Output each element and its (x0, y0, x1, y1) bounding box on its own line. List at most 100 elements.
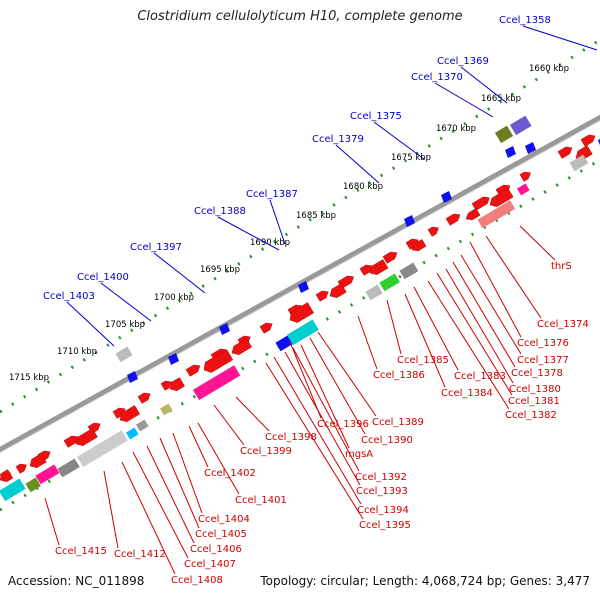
minus-strand-gene (203, 349, 234, 373)
minus-strand-gene (329, 283, 347, 298)
outer-tick-row (0, 38, 600, 414)
bottom-gene-label: Ccel_1392 (355, 472, 407, 483)
minus-strand-gene (29, 453, 47, 468)
bottom-label-leader (485, 235, 542, 319)
top-gene-label: Ccel_1369 (437, 56, 489, 67)
plus-strand-gene (471, 196, 490, 211)
top-label-leader (217, 216, 280, 251)
misc-feature-marker (127, 371, 138, 383)
label-leader-lines (44, 25, 598, 575)
feature-box (477, 200, 516, 229)
feature-box (57, 458, 80, 478)
feature-box (25, 477, 41, 493)
misc-feature-marker (441, 191, 452, 203)
bottom-gene-label: Ccel_1385 (397, 355, 449, 366)
top-gene-label: Ccel_1403 (43, 291, 95, 302)
top-label-leader (522, 25, 598, 51)
bottom-gene-label: Ccel_1384 (441, 388, 493, 399)
plus-strand-gene (427, 226, 439, 237)
bottom-gene-label: Ccel_1383 (454, 371, 506, 382)
top-gene-label: Ccel_1358 (499, 15, 551, 26)
feature-box (399, 262, 419, 280)
minus-strand-gene (411, 239, 427, 252)
bottom-label-leader (44, 497, 60, 546)
misc-feature-marker (219, 323, 230, 335)
bottom-gene-label: Ccel_1404 (198, 514, 250, 525)
plus-strand-gene (137, 392, 151, 404)
bottom-label-leader (235, 396, 270, 432)
bottom-label-leader (289, 341, 322, 419)
feature-box (365, 284, 383, 301)
backbone-line (0, 114, 600, 453)
bottom-gene-label: Ccel_1380 (509, 384, 561, 395)
bottom-gene-label: Ccel_1399 (240, 446, 292, 457)
misc-feature-marker (168, 353, 179, 365)
feature-box (192, 365, 241, 401)
bottom-gene-label: Ccel_1378 (511, 368, 563, 379)
feature-box (159, 403, 173, 416)
misc-feature-marker (505, 146, 516, 158)
bottom-gene-label: Ccel_1389 (372, 417, 424, 428)
feature-box (35, 464, 60, 485)
kbp-tick-label: 1715 kbp (9, 373, 49, 383)
bottom-label-leader (445, 268, 514, 384)
feature-box (494, 125, 514, 144)
bottom-label-leader (292, 347, 360, 472)
minus-strand-gene (169, 377, 185, 391)
bottom-label-leader (132, 451, 189, 559)
labels: Ccel_1358 Ccel_1369 Ccel_1370 Ccel_1375 Ccel… (43, 15, 589, 586)
gene-features (0, 115, 600, 502)
bottom-gene-label: Ccel_1405 (195, 529, 247, 540)
top-gene-label: Ccel_1375 (350, 111, 402, 122)
kbp-tick-label: 1695 kbp (200, 265, 240, 275)
feature-box (275, 335, 293, 352)
map-title: Clostridium cellulolyticum H10, complete… (137, 9, 463, 24)
kbp-tick-label: 1710 kbp (57, 347, 97, 357)
top-gene-label: Ccel_1379 (312, 134, 364, 145)
bottom-label-leader (436, 272, 513, 396)
plus-strand-gene (160, 380, 172, 391)
bottom-label-leader (452, 261, 516, 368)
bottom-label-leader (300, 344, 350, 449)
tick-marks: 1660 kbp 1665 kbp 1670 kbp 1675 kbp 1680 kbp… (0, 38, 600, 512)
genome-meta-text: Topology: circular; Length: 4,068,724 bp… (260, 574, 590, 588)
plus-strand-gene (185, 364, 201, 377)
minus-strand-gene (0, 469, 14, 482)
bottom-label-leader (460, 254, 522, 355)
bottom-label-leader (213, 404, 245, 446)
feature-box (125, 427, 139, 440)
minus-strand-gene (575, 145, 593, 160)
bottom-gene-label: mgsA (345, 449, 373, 460)
plus-strand-gene (382, 251, 398, 264)
top-gene-label: Ccel_1387 (246, 189, 298, 200)
bottom-gene-label: Ccel_1381 (508, 396, 560, 407)
bottom-gene-label: Ccel_1398 (265, 432, 317, 443)
bottom-gene-label: Ccel_1406 (190, 544, 242, 555)
kbp-tick-label: 1700 kbp (154, 293, 194, 303)
bottom-gene-label: Ccel_1412 (114, 549, 166, 560)
bottom-gene-label: Ccel_1402 (204, 468, 256, 479)
top-label-leader (153, 252, 206, 294)
bottom-gene-label: Ccel_1396 (317, 419, 369, 430)
kbp-tick-label: 1675 kbp (391, 153, 431, 163)
feature-box (286, 319, 319, 346)
plus-strand-gene (15, 463, 27, 474)
top-label-leader (100, 282, 152, 322)
top-label-leader (269, 199, 286, 245)
bottom-gene-label: Ccel_1376 (517, 338, 569, 349)
top-label-leader (335, 144, 380, 184)
plus-strand-gene (259, 322, 273, 334)
feature-box (379, 273, 401, 292)
minus-strand-gene (75, 428, 98, 446)
feature-box (115, 346, 133, 363)
bottom-label-leader (172, 432, 203, 514)
bottom-label-leader (404, 293, 446, 388)
bottom-gene-label: Ccel_1415 (55, 546, 107, 557)
minus-strand-gene (465, 208, 481, 221)
feature-box (569, 154, 589, 172)
bottom-gene-label: thrS (551, 261, 572, 272)
feature-box (0, 478, 26, 502)
bottom-label-leader (469, 241, 522, 338)
bottom-label-leader (357, 315, 378, 370)
misc-feature-marker (404, 215, 415, 227)
